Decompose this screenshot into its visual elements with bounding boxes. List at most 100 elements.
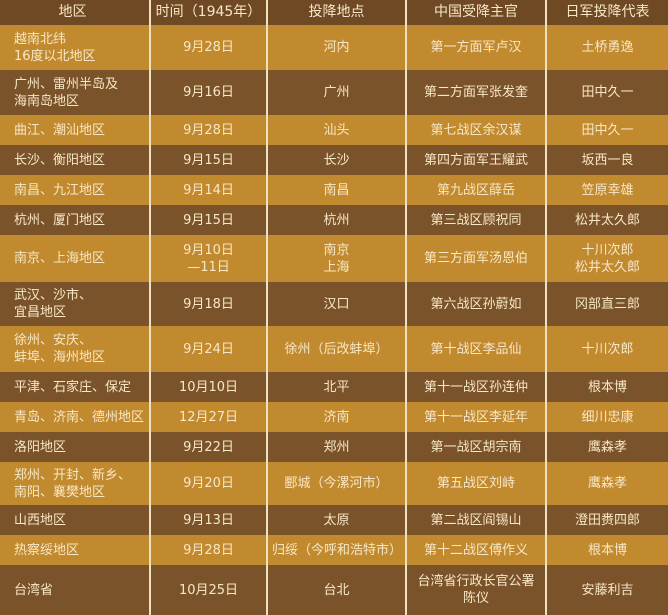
column-header-region: 地区: [58, 4, 87, 20]
cell-japanese-representative: 田中久一: [545, 115, 668, 145]
cell-japanese-representative: 冈部直三郎: [545, 282, 668, 326]
cell-chinese-officer: 第五战区刘峙: [405, 462, 546, 505]
cell-region: 曲江、潮汕地区: [14, 122, 106, 138]
cell-location: 河内: [266, 25, 406, 70]
cell-date: 9月22日: [149, 432, 267, 462]
table-row: 杭州、厦门地区 9月15日 杭州 第三战区顾祝同 松井太久郎: [0, 205, 668, 235]
cell-location: 台北: [266, 565, 406, 615]
cell-location: 徐州（后改蚌埠）: [266, 326, 406, 372]
table-row: 南京、上海地区 9月10日 —11日 南京 上海 第三方面军汤恩伯 十川次郎 松井太久郎: [0, 235, 668, 282]
cell-region: 南京、上海地区: [14, 251, 106, 266]
table-row: 徐州、安庆、 蚌埠、海州地区 9月24日 徐州（后改蚌埠） 第十战区李品仙 十川次郎: [0, 326, 668, 372]
cell-date: 9月28日: [149, 115, 267, 145]
cell-date: 9月28日: [149, 25, 267, 70]
cell-chinese-officer: 第十战区李品仙: [405, 326, 546, 372]
cell-chinese-officer: 第十一战区李延年: [405, 402, 546, 432]
cell-region: 杭州、厦门地区: [14, 212, 106, 228]
column-header-date: 时间（1945年）: [149, 0, 267, 25]
cell-chinese-officer: 第一战区胡宗南: [405, 432, 546, 462]
table-header: 地区 时间（1945年） 投降地点 中国受降主官 日军投降代表: [0, 0, 668, 25]
cell-chinese-officer: 第九战区薛岳: [405, 175, 546, 205]
cell-japanese-representative: 土桥勇逸: [545, 25, 668, 70]
cell-location: 汉口: [266, 282, 406, 326]
cell-chinese-officer: 第二战区阎锡山: [405, 505, 546, 535]
cell-region: 台湾省: [14, 582, 54, 598]
cell-date: 9月28日: [149, 535, 267, 565]
cell-location: 长沙: [266, 145, 406, 175]
cell-japanese-representative: 鹰森孝: [545, 432, 668, 462]
cell-chinese-officer: 第十一战区孙连仲: [405, 372, 546, 402]
cell-location: 济南: [266, 402, 406, 432]
table-row: 青岛、济南、德州地区 12月27日 济南 第十一战区李延年 细川忠康: [0, 402, 668, 432]
cell-date: 9月14日: [149, 175, 267, 205]
cell-location: 太原: [266, 505, 406, 535]
cell-japanese-representative: 鹰森孝: [545, 462, 668, 505]
cell-date: 9月24日: [149, 326, 267, 372]
cell-date: 9月15日: [149, 205, 267, 235]
cell-japanese-representative: 根本博: [545, 372, 668, 402]
table-row: 曲江、潮汕地区 9月28日 汕头 第七战区余汉谋 田中久一: [0, 115, 668, 145]
table-row: 郑州、开封、新乡、 南阳、襄樊地区 9月20日 郾城（今漯河市） 第五战区刘峙 鹰森孝: [0, 462, 668, 505]
cell-chinese-officer: 第二方面军张发奎: [405, 70, 546, 115]
cell-date: 9月16日: [149, 70, 267, 115]
cell-location: 归绥（今呼和浩特市）: [266, 535, 406, 565]
cell-japanese-representative: 细川忠康: [545, 402, 668, 432]
cell-japanese-representative: 澄田赉四郎: [545, 505, 668, 535]
cell-location: 郾城（今漯河市）: [266, 462, 406, 505]
cell-location: 郑州: [266, 432, 406, 462]
cell-date: 12月27日: [149, 402, 267, 432]
cell-location: 杭州: [266, 205, 406, 235]
table-row: 长沙、衡阳地区 9月15日 长沙 第四方面军王耀武 坂西一良: [0, 145, 668, 175]
cell-location: 南京 上海: [266, 235, 406, 282]
cell-region: 平津、石家庄、保定: [14, 379, 132, 395]
table-row: 热察绥地区 9月28日 归绥（今呼和浩特市） 第十二战区傅作义 根本博: [0, 535, 668, 565]
cell-japanese-representative: 根本博: [545, 535, 668, 565]
cell-japanese-representative: 笠原幸雄: [545, 175, 668, 205]
table-row: 南昌、九江地区 9月14日 南昌 第九战区薛岳 笠原幸雄: [0, 175, 668, 205]
cell-region: 越南北纬 16度以北地区: [14, 31, 96, 64]
table-row: 洛阳地区 9月22日 郑州 第一战区胡宗南 鹰森孝: [0, 432, 668, 462]
cell-japanese-representative: 松井太久郎: [545, 205, 668, 235]
cell-chinese-officer: 第六战区孙蔚如: [405, 282, 546, 326]
cell-chinese-officer: 第七战区余汉谋: [405, 115, 546, 145]
cell-region: 南昌、九江地区: [14, 182, 106, 198]
cell-japanese-representative: 十川次郎 松井太久郎: [545, 235, 668, 282]
cell-region: 郑州、开封、新乡、 南阳、襄樊地区: [14, 467, 132, 500]
cell-region: 青岛、济南、德州地区: [14, 409, 145, 425]
cell-chinese-officer: 第一方面军卢汉: [405, 25, 546, 70]
cell-region: 武汉、沙市、 宜昌地区: [14, 288, 93, 320]
cell-chinese-officer: 第十二战区傅作义: [405, 535, 546, 565]
table-row: 台湾省 10月25日 台北 台湾省行政长官公署 陈仪 安藤利吉: [0, 565, 668, 615]
column-header-japanese-representative: 日军投降代表: [545, 0, 668, 25]
cell-region: 徐州、安庆、 蚌埠、海州地区: [14, 333, 106, 365]
table-row: 平津、石家庄、保定 10月10日 北平 第十一战区孙连仲 根本博: [0, 372, 668, 402]
cell-location: 北平: [266, 372, 406, 402]
cell-date: 9月15日: [149, 145, 267, 175]
cell-chinese-officer: 第四方面军王耀武: [405, 145, 546, 175]
cell-chinese-officer: 第三战区顾祝同: [405, 205, 546, 235]
cell-japanese-representative: 十川次郎: [545, 326, 668, 372]
cell-japanese-representative: 安藤利吉: [545, 565, 668, 615]
cell-japanese-representative: 坂西一良: [545, 145, 668, 175]
table-row: 越南北纬 16度以北地区 9月28日 河内 第一方面军卢汉 土桥勇逸: [0, 25, 668, 70]
table-row: 山西地区 9月13日 太原 第二战区阎锡山 澄田赉四郎: [0, 505, 668, 535]
cell-region: 洛阳地区: [14, 439, 67, 455]
cell-date: 9月10日 —11日: [149, 235, 267, 282]
cell-region: 长沙、衡阳地区: [14, 152, 106, 168]
cell-region: 热察绥地区: [14, 542, 80, 558]
cell-date: 9月18日: [149, 282, 267, 326]
column-header-location: 投降地点: [266, 0, 406, 25]
cell-date: 9月20日: [149, 462, 267, 505]
cell-region: 山西地区: [14, 512, 67, 528]
cell-japanese-representative: 田中久一: [545, 70, 668, 115]
table-row: 武汉、沙市、 宜昌地区 9月18日 汉口 第六战区孙蔚如 冈部直三郎: [0, 282, 668, 326]
table-row: 广州、雷州半岛及 海南岛地区 9月16日 广州 第二方面军张发奎 田中久一: [0, 70, 668, 115]
cell-region: 广州、雷州半岛及 海南岛地区: [14, 76, 119, 109]
cell-chinese-officer: 台湾省行政长官公署 陈仪: [405, 565, 546, 615]
cell-location: 广州: [266, 70, 406, 115]
cell-date: 10月10日: [149, 372, 267, 402]
cell-location: 汕头: [266, 115, 406, 145]
cell-location: 南昌: [266, 175, 406, 205]
cell-date: 9月13日: [149, 505, 267, 535]
